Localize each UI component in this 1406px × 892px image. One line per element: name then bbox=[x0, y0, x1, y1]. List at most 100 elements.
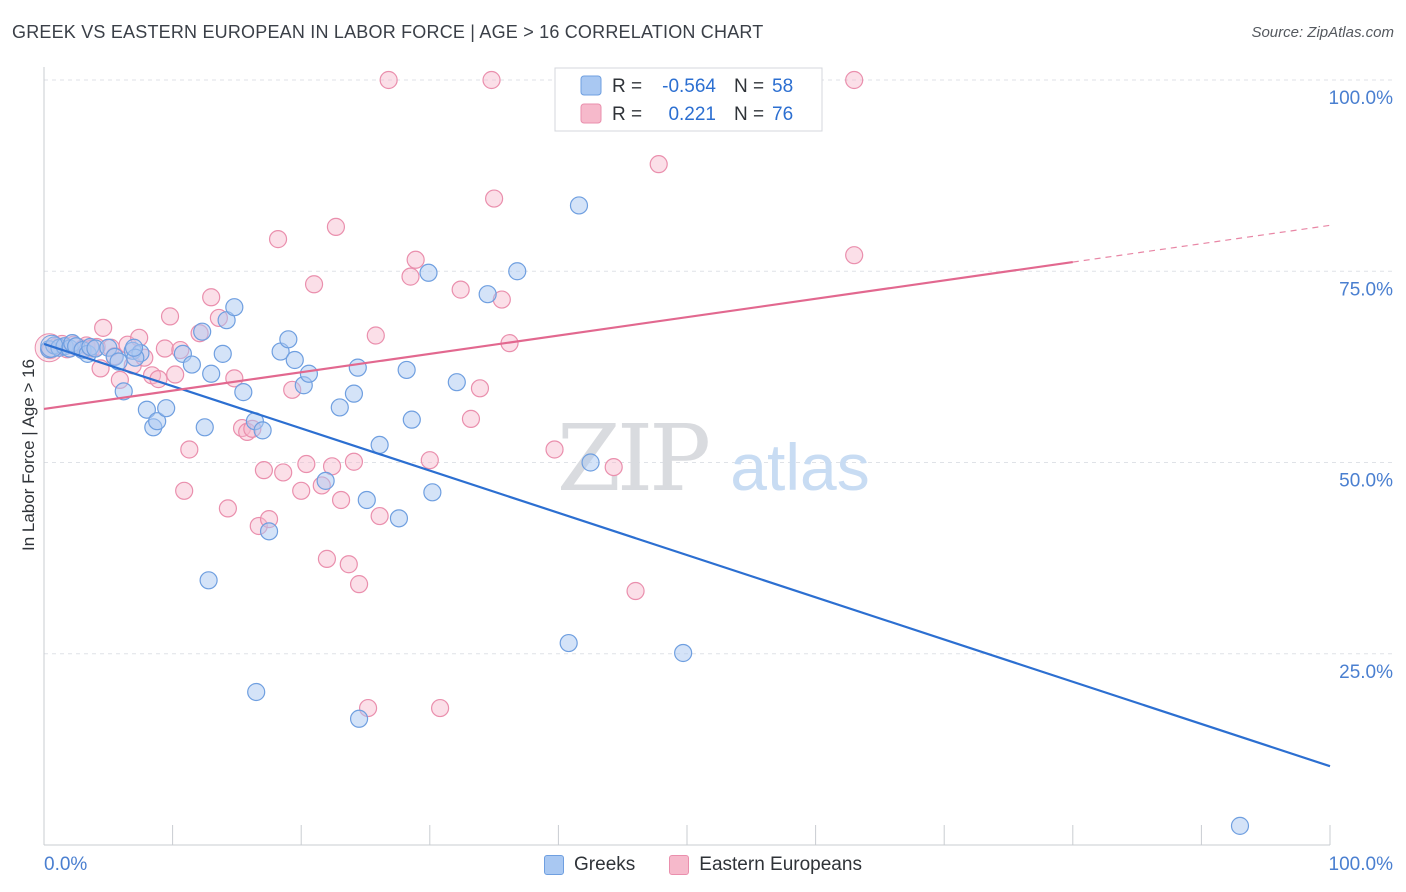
eastern-europeans-point bbox=[370, 506, 389, 526]
watermark: ZIP atlas bbox=[557, 405, 870, 512]
y-axis-label: In Labor Force | Age > 16 bbox=[19, 359, 38, 551]
eastern-europeans-point bbox=[339, 555, 358, 574]
ee-legend-label: Eastern Europeans bbox=[699, 854, 862, 875]
legend-item-eastern-europeans[interactable]: Eastern Europeans bbox=[669, 854, 862, 876]
greeks-point bbox=[285, 350, 304, 370]
legend-item-greeks[interactable]: Greeks bbox=[544, 854, 635, 876]
eastern-europeans-point bbox=[366, 326, 385, 345]
watermark-zip: ZIP bbox=[557, 405, 708, 512]
greeks-point bbox=[330, 398, 349, 417]
tick-labels: 25.0% 50.0% 75.0% 100.0% 0.0% 100.0% bbox=[44, 88, 1393, 875]
greeks-point bbox=[193, 322, 212, 341]
greeks-point bbox=[389, 509, 409, 528]
eastern-europeans-point bbox=[485, 189, 504, 208]
greeks-point bbox=[279, 330, 298, 349]
greeks-point bbox=[349, 709, 369, 728]
eastern-europeans-point bbox=[218, 499, 237, 518]
y-tick-label: 25.0% bbox=[1339, 662, 1393, 683]
correlation-legend: R = -0.564 N = 58 R = 0.221 N = 76 bbox=[554, 67, 823, 132]
greeks-point bbox=[419, 263, 438, 282]
x-tick-label: 0.0% bbox=[44, 854, 87, 875]
greeks-point bbox=[447, 373, 466, 392]
greeks-point bbox=[357, 490, 376, 510]
eastern-europeans-point bbox=[331, 490, 351, 510]
greeks-point bbox=[1230, 816, 1250, 835]
watermark-atlas: atlas bbox=[730, 430, 869, 504]
greeks-trend-line bbox=[43, 342, 1331, 768]
greeks-point bbox=[581, 453, 600, 472]
eastern-europeans-point bbox=[626, 581, 645, 601]
eastern-europeans-point bbox=[274, 463, 293, 482]
legend-swatch-greeks bbox=[580, 75, 602, 96]
eastern-europeans-point bbox=[649, 155, 668, 174]
greeks-point bbox=[114, 382, 133, 401]
eastern-europeans-point bbox=[406, 250, 425, 269]
eastern-europeans-point bbox=[604, 457, 623, 477]
eastern-europeans-point bbox=[379, 70, 398, 90]
greeks-point bbox=[674, 643, 693, 663]
eastern-europeans-point bbox=[180, 440, 199, 459]
greeks-point bbox=[199, 571, 218, 590]
eastern-europeans-point bbox=[430, 698, 450, 718]
axes bbox=[43, 67, 1331, 846]
greeks-point bbox=[344, 384, 364, 403]
greeks-point bbox=[137, 400, 156, 419]
greeks-point bbox=[316, 471, 335, 490]
chart-title: GREEK VS EASTERN EUROPEAN IN LABOR FORCE… bbox=[12, 22, 764, 42]
eastern-europeans-point bbox=[482, 70, 501, 90]
greeks-point bbox=[423, 483, 442, 502]
eastern-europeans-point bbox=[175, 481, 194, 500]
greeks-legend-label: Greeks bbox=[574, 854, 636, 875]
trend-lines bbox=[43, 224, 1331, 768]
greeks-point bbox=[569, 196, 589, 215]
greeks-point bbox=[157, 399, 176, 418]
greeks-point bbox=[299, 364, 319, 383]
eastern-europeans-point bbox=[254, 461, 274, 480]
eastern-europeans-point bbox=[420, 451, 439, 470]
y-tick-label: 50.0% bbox=[1339, 471, 1393, 492]
greeks-point bbox=[348, 358, 367, 377]
greeks-point bbox=[213, 344, 232, 363]
legend-n-label-greeks: N = bbox=[734, 76, 764, 97]
grid-lines bbox=[44, 79, 1392, 655]
eastern-europeans-point bbox=[317, 549, 337, 568]
eastern-europeans-point bbox=[268, 230, 288, 249]
legend-n-value-ee: 76 bbox=[772, 104, 793, 125]
eastern-europeans-point bbox=[349, 575, 369, 594]
eastern-europeans-point bbox=[94, 318, 113, 337]
legend-r-value-greeks: -0.564 bbox=[662, 76, 716, 97]
greeks-point bbox=[195, 418, 214, 437]
greeks-point bbox=[559, 633, 578, 653]
eastern-europeans-point bbox=[344, 452, 364, 471]
x-tick-label: 100.0% bbox=[1329, 854, 1394, 875]
eastern-europeans-point bbox=[845, 246, 864, 265]
legend-n-label-ee: N = bbox=[734, 104, 764, 125]
y-tick-label: 75.0% bbox=[1339, 279, 1393, 300]
greeks-points bbox=[40, 196, 1250, 835]
y-tick-label: 100.0% bbox=[1329, 88, 1394, 109]
eastern-europeans-point bbox=[297, 454, 316, 474]
greeks-point bbox=[478, 285, 497, 304]
legend-r-label-ee: R = bbox=[612, 104, 642, 125]
greeks-point bbox=[397, 360, 416, 380]
greeks-point bbox=[370, 435, 389, 455]
eastern-europeans-point bbox=[155, 339, 174, 358]
greeks-point bbox=[508, 262, 527, 281]
eastern-europeans-point bbox=[166, 365, 185, 384]
greeks-point bbox=[225, 298, 244, 317]
eastern-europeans-point bbox=[304, 275, 324, 294]
greeks-point bbox=[182, 355, 201, 374]
greeks-swatch bbox=[544, 855, 565, 875]
legend-n-value-greeks: 58 bbox=[772, 76, 793, 97]
greeks-point bbox=[259, 522, 279, 541]
eastern-europeans-point bbox=[470, 379, 490, 398]
legend-r-value-ee: 0.221 bbox=[668, 104, 716, 125]
legend-swatch-ee bbox=[580, 103, 602, 124]
greeks-point bbox=[247, 682, 266, 702]
source-label: Source: ZipAtlas.com bbox=[1251, 24, 1394, 41]
eastern-europeans-trend-line bbox=[43, 260, 1073, 411]
greeks-point bbox=[202, 364, 221, 383]
eastern-europeans-trend-extension bbox=[1072, 224, 1331, 263]
series-legend: Greeks Eastern Europeans bbox=[0, 850, 1406, 880]
